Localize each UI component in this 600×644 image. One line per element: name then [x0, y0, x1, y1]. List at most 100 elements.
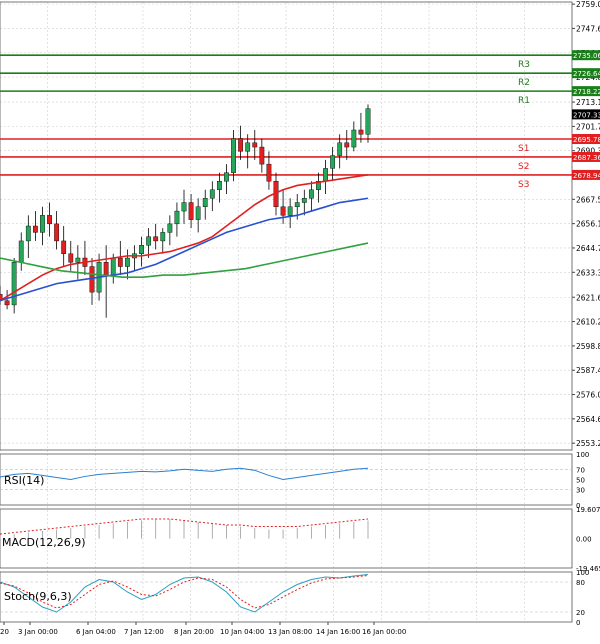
time-tick-label: 10 Jan 04:00	[220, 628, 264, 636]
candle-bull	[308, 189, 314, 199]
candle-bull	[323, 168, 328, 182]
candle-bull	[351, 129, 357, 148]
level-name-r3: R3	[518, 60, 530, 70]
price-tick-label: 2621.60	[576, 293, 600, 302]
level-price-box	[572, 151, 600, 162]
candle-bear	[266, 163, 272, 182]
candle-bear	[4, 300, 10, 306]
current-price-label: 2707.33	[573, 111, 600, 119]
candle-bull	[25, 225, 31, 242]
level-price-label: 2735.06	[573, 52, 600, 60]
time-tick-label: 3 Jan 00:00	[18, 628, 58, 636]
candle-bull	[181, 202, 187, 212]
candle-bull	[139, 244, 144, 254]
candle-bull	[75, 257, 81, 263]
candle-bear	[32, 225, 38, 233]
time-tick-label: 16 Jan 00:00	[362, 628, 406, 636]
rsi-level-label: 30	[576, 487, 585, 495]
level-name-r2: R2	[518, 78, 530, 88]
stoch-title: Stoch(9,6,3)	[4, 590, 72, 603]
rsi-level-label: 100	[576, 451, 589, 459]
time-tick-label: 8 Jan 20:00	[174, 628, 214, 636]
price-tick-label: 2667.50	[576, 195, 600, 204]
price-tick-label: 2587.40	[576, 366, 600, 375]
level-price-label: 2695.78	[573, 136, 600, 144]
level-price-box	[572, 68, 600, 79]
candle-bull	[110, 257, 116, 276]
candle-bear	[89, 266, 95, 293]
stoch-level-label: 20	[576, 609, 585, 617]
candle-bear	[61, 240, 67, 254]
price-tick-label: 2633.30	[576, 268, 600, 277]
price-tick-label: 2701.70	[576, 122, 600, 131]
level-name-s3: S3	[518, 180, 529, 190]
moving-average-line	[0, 242, 369, 279]
candle-bear	[153, 236, 159, 242]
candle-bull	[18, 240, 24, 263]
level-name-s1: S1	[518, 144, 529, 154]
candle-bull	[202, 198, 208, 207]
candle-bear	[188, 202, 194, 220]
candle-bull	[216, 180, 222, 190]
time-tick-label: 14 Jan 16:00	[316, 628, 360, 636]
level-name-r1: R1	[518, 96, 530, 106]
stoch-level-label: 100	[576, 569, 589, 577]
moving-average-line	[0, 174, 369, 302]
level-price-label: 2687.36	[573, 154, 600, 162]
candle-bear	[238, 138, 244, 152]
candle-bull	[337, 142, 343, 156]
candle-bear	[0, 294, 3, 301]
candle-bull	[146, 236, 152, 246]
rsi-level-label: 0	[576, 502, 580, 510]
level-price-label: 2726.64	[573, 70, 600, 78]
price-tick-label: 2644.70	[576, 244, 600, 253]
candle-bull	[209, 189, 215, 199]
candle-bull	[40, 215, 45, 233]
stoch-level-label: 0	[576, 619, 580, 627]
candle-bull	[231, 138, 236, 173]
level-price-box	[572, 86, 600, 97]
price-tick-label: 2564.60	[576, 415, 600, 424]
time-tick-label: 6 Jan 04:00	[76, 628, 116, 636]
level-price-box	[572, 50, 600, 61]
stoch-d-line	[0, 575, 369, 609]
rsi-line	[0, 467, 369, 481]
price-tick-label: 2610.20	[576, 318, 600, 327]
rsi-level-label: 50	[576, 477, 585, 485]
time-tick-label: 13 Jan 08:00	[268, 628, 312, 636]
time-tick-label: 20	[0, 628, 9, 636]
stoch-level-label: 80	[576, 579, 585, 587]
candle-bull	[330, 155, 336, 169]
current-price-box	[572, 109, 600, 120]
candle-bear	[47, 215, 52, 225]
candle-bear	[344, 142, 350, 148]
level-price-label: 2678.94	[573, 172, 600, 180]
level-price-box	[572, 169, 600, 180]
panel-frame	[0, 453, 573, 506]
macd-signal-line	[0, 518, 369, 535]
panel-frame	[0, 508, 573, 569]
time-tick-label: 7 Jan 12:00	[124, 628, 164, 636]
panel-frame	[0, 571, 573, 623]
price-tick-label: 2656.10	[576, 220, 600, 229]
candle-bull	[316, 180, 321, 190]
candle-bear	[252, 142, 258, 148]
price-tick-label: 2553.20	[576, 439, 600, 448]
candle-bull	[160, 232, 166, 242]
panel-frame	[0, 1, 573, 451]
price-tick-label: 2747.60	[576, 24, 600, 33]
candle-bear	[259, 146, 265, 165]
candle-bull	[301, 198, 307, 203]
macd-level-label: 19.607	[576, 506, 600, 514]
price-tick-label: 2576.00	[576, 391, 600, 400]
candle-bull	[195, 206, 201, 220]
stoch-k-line	[0, 574, 369, 613]
price-tick-label: 2713.10	[576, 98, 600, 107]
candle-bear	[280, 206, 286, 216]
price-tick-label: 2759.00	[576, 0, 600, 9]
candle-bear	[54, 223, 60, 242]
candle-bear	[103, 262, 109, 276]
